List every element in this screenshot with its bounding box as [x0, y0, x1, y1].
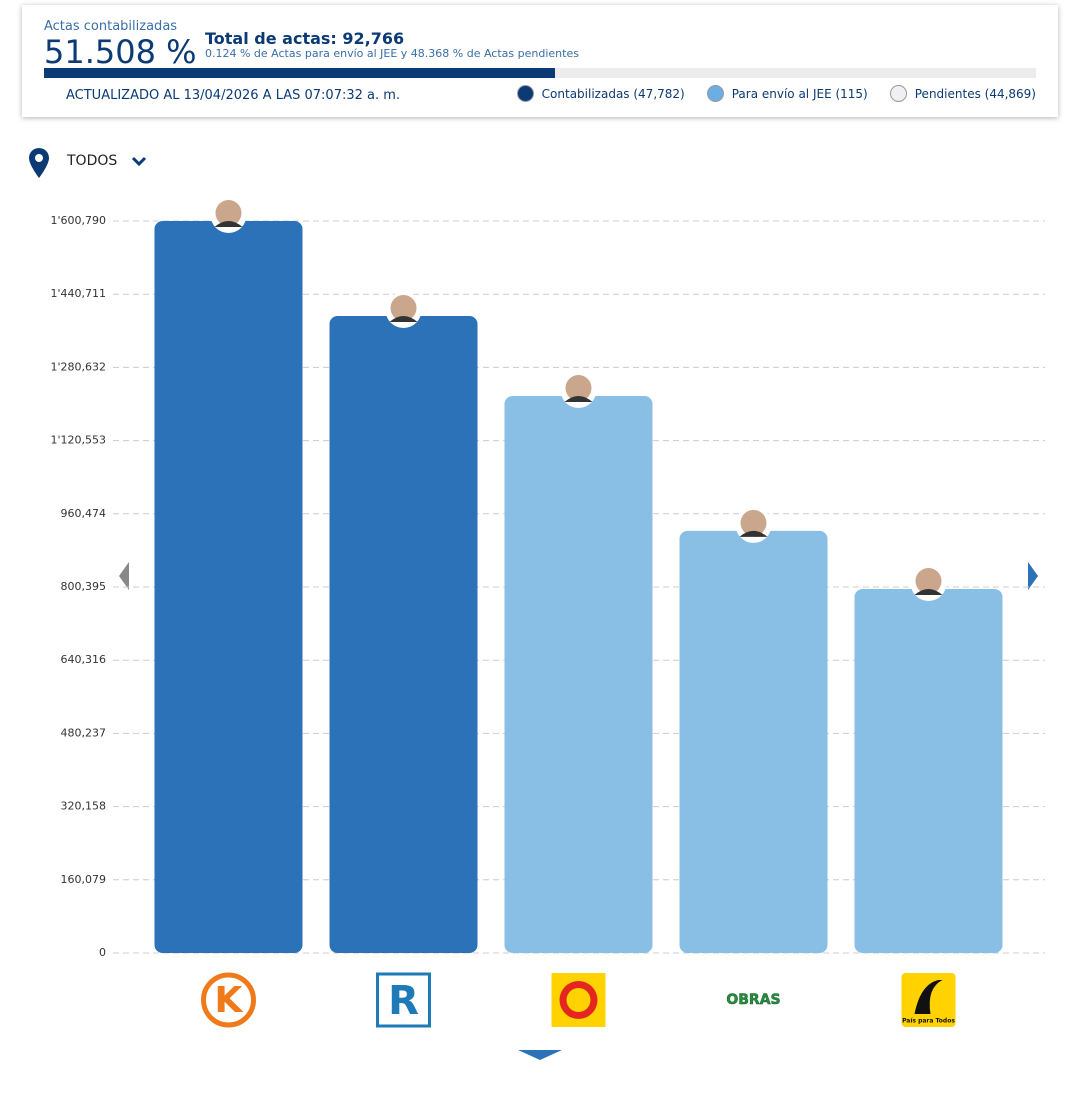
category-label: R — [388, 978, 419, 1024]
logo-shape — [901, 973, 956, 1027]
bar — [154, 221, 303, 953]
party-logo: K — [201, 972, 256, 1028]
legend-item: Contabilizadas (47,782) — [516, 85, 685, 102]
legend-label: Pendientes (44,869) — [914, 86, 1036, 101]
party-logo — [551, 973, 606, 1027]
y-tick-label: 480,237 — [61, 726, 107, 739]
updated: ACTUALIZADO AL 13/04/2026 A LAS 07:07:32… — [66, 88, 401, 103]
y-tick-label: 800,395 — [61, 580, 107, 593]
total-actas: Total de actas: 92,766 — [205, 29, 405, 48]
progress-percent: 51.508 % — [44, 33, 197, 71]
y-tick-label: 1'120,553 — [50, 434, 106, 447]
logo-shape — [559, 981, 598, 1019]
y-tick-label: 1'600,790 — [50, 214, 106, 227]
candidate-photo — [564, 396, 593, 403]
logo-shape — [376, 972, 431, 1028]
candidate-photo — [390, 295, 417, 322]
candidate-photo — [214, 221, 243, 227]
logo-shape — [201, 972, 256, 1028]
logo-shape — [566, 988, 591, 1012]
legend-label: Para envío al JEE (115) — [731, 86, 868, 101]
category-label: K — [215, 980, 244, 1021]
progress-caption: Actas contabilizadas — [44, 19, 178, 34]
party-logo: OBRAS — [726, 992, 781, 1009]
y-tick-label: 320,158 — [61, 800, 107, 813]
candidate-photo — [915, 568, 942, 595]
candidate-photo-frame — [560, 372, 597, 409]
y-tick-label: 640,316 — [61, 653, 107, 666]
legend-swatch — [889, 85, 907, 102]
candidate-photo — [740, 509, 767, 536]
legend-item: Pendientes (44,869) — [889, 85, 1036, 102]
filter[interactable]: TODOS — [28, 146, 178, 186]
filter-label: TODOS — [67, 153, 118, 169]
y-tick-label: 160,079 — [61, 873, 107, 886]
logo-shape — [551, 973, 606, 1027]
legend-label: Contabilizadas (47,782) — [541, 86, 685, 101]
candidate-photo-frame — [910, 565, 947, 602]
candidate-photo — [215, 200, 242, 226]
summary-card: Actas contabilizadas 51.508 % Total de a… — [22, 5, 1058, 117]
legend-swatch — [516, 85, 534, 102]
bar — [854, 589, 1003, 953]
candidate-photo — [914, 589, 943, 596]
party-logo: País para Todos — [901, 973, 956, 1027]
candidate-photo-frame — [210, 197, 247, 233]
legend-item: Para envío al JEE (115) — [706, 85, 868, 102]
y-tick-label: 1'280,632 — [50, 360, 106, 373]
category-label: OBRAS — [726, 992, 780, 1008]
detail: 0.124 % de Actas para envío al JEE y 48.… — [205, 47, 579, 60]
legend: Contabilizadas (47,782) Para envío al JEE… — [516, 85, 1036, 102]
bar — [679, 530, 828, 953]
progress-track — [44, 68, 1036, 78]
candidate-photo-frame — [735, 506, 772, 543]
candidate-photo — [565, 375, 592, 402]
filter-icon — [29, 148, 147, 178]
logo-shape — [914, 980, 943, 1014]
bar — [329, 316, 478, 954]
legend-swatch — [706, 85, 724, 102]
y-tick-label: 960,474 — [61, 507, 107, 520]
party-logo: R — [376, 972, 431, 1028]
candidate-photo — [389, 316, 418, 323]
bar — [504, 396, 653, 953]
y-tick-label: 1'440,711 — [50, 287, 106, 300]
category-label: País para Todos — [902, 1018, 955, 1025]
candidate-photo — [739, 530, 768, 537]
y-tick-label: 0 — [99, 946, 106, 959]
candidate-photo-frame — [385, 292, 422, 329]
progress-bar — [44, 68, 555, 78]
